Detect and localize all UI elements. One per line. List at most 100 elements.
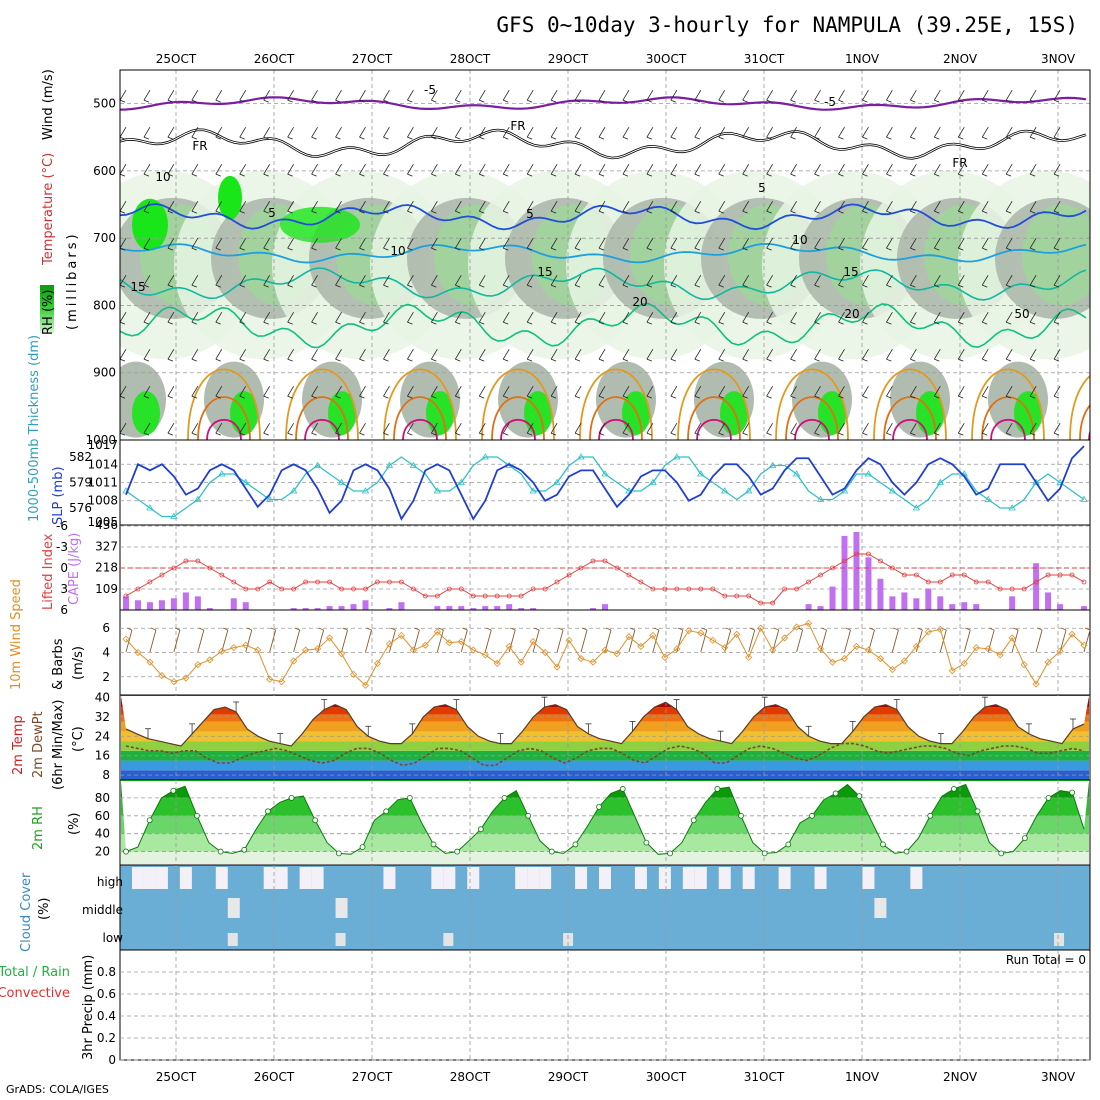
wind-barb-flag [1006,173,1012,177]
surface-barb [173,629,181,653]
wind-marker [266,675,274,683]
wind-barb-flag [503,432,509,436]
wind-barb-flag [455,432,461,436]
wind-barb-flag [838,395,844,399]
wind-barb [143,200,151,212]
cloud-unit-ylabel: (%) [37,898,52,921]
wind-speed-markers [122,619,1088,689]
rh-marker [146,817,153,824]
wind-barb [263,237,271,249]
cape-bar [973,604,980,610]
cape-bar [314,608,321,610]
thickness-marker [816,495,825,502]
temperature-dome [1088,430,1090,440]
bottom-date-label-25OCT: 25OCT [156,1070,197,1084]
wind-barb-flag [359,173,365,177]
wind-barb [622,385,630,397]
surface-barb [987,629,995,653]
lifted-marker [710,586,716,592]
thickness-marker [840,487,849,494]
wind-barb [766,200,773,212]
cloud-cell-high [718,867,731,889]
wind-barb [239,89,247,101]
wind-barb [407,422,414,434]
wind-barb [862,200,869,212]
wind-barb-flag [646,99,653,103]
grads-credit: GrADS: COLA/IGES [6,1083,109,1096]
wind-barb [359,237,366,249]
wind-barb-flag [167,395,174,399]
wind-marker [733,630,741,638]
bottom-date-label-31OCT: 31OCT [744,1070,785,1084]
wind-barb [407,274,414,286]
wind-barb [239,163,247,175]
temperature-mask [121,696,1089,746]
lifted-marker [746,593,752,599]
wind-barb-flag [359,210,365,214]
surface-barb [724,629,732,653]
lifted-marker [890,565,895,571]
wind-barb-flag [143,358,150,362]
wind-barb-flag [958,247,964,251]
wind-barb [574,422,582,434]
wind-barb [933,200,941,212]
pressure-tick-900: 900 [93,366,116,380]
wind-barb [287,274,294,286]
wind-barb-flag [287,173,293,177]
wind-barb-flag [694,247,700,251]
surface-barb [796,629,804,653]
cape-bar [518,608,525,610]
cape-bar [853,532,860,610]
cloud-cell-low [335,933,346,946]
wind-barb-flag [503,210,509,214]
wind-barb-flag [862,173,868,177]
wind-barb-flag [622,321,629,325]
cloud-cell-high [383,867,396,889]
lifted-tick-0: 0 [60,561,68,575]
wind-barb [311,385,318,397]
cape-tick-218: 218 [95,561,118,575]
wind-barb [454,200,462,212]
wind-barb [287,200,294,212]
wind-barb [383,200,390,212]
wind-barb [814,385,821,397]
wind-barb [886,200,893,212]
wind-barb-flag [215,99,221,103]
wind-barb-flag [550,432,557,436]
cloud-middle-label: middle [82,903,123,917]
wind-barb-flag [718,247,724,251]
wind-barb [670,311,678,323]
wind-barb-flag [191,321,197,325]
wind-barb [742,422,750,434]
wind-barb-flag [143,210,150,214]
wind-barb-flag [790,99,796,103]
thickness-marker [481,453,489,460]
rh-marker [525,812,532,819]
wind-marker [517,658,525,666]
wind-barb [167,200,175,212]
wind-barb [646,237,654,249]
wind-barb-flag [598,284,605,288]
top-date-label-31OCT: 31OCT [744,52,785,66]
temp2m-panel: 8 16 24 32 40 2m Temp 2m DewPt (6hr Min/Max)… [11,690,1091,790]
wind-barb [191,89,199,101]
rh-markers [123,786,1076,857]
wind-barb-flag [910,358,916,362]
wind-barb-flag [958,136,964,140]
wind-barb [550,311,558,323]
lifted-marker [925,579,931,585]
cape-bar [326,606,333,610]
wind-barb-flag [574,247,581,251]
wind-barb [981,126,989,138]
wind-barb [1053,163,1061,175]
bottom-date-label-27OCT: 27OCT [352,1070,393,1084]
wind-barb-flag [838,321,844,325]
wind-barb-flag [120,284,126,288]
contour-label-6: 5 [526,207,534,221]
wind-barb-flag [550,99,557,103]
wind-barb-flag [910,99,916,103]
wind-barb [742,237,750,249]
rh-blob [280,206,360,243]
wind-marker [613,650,621,658]
wind-barb [718,89,726,101]
